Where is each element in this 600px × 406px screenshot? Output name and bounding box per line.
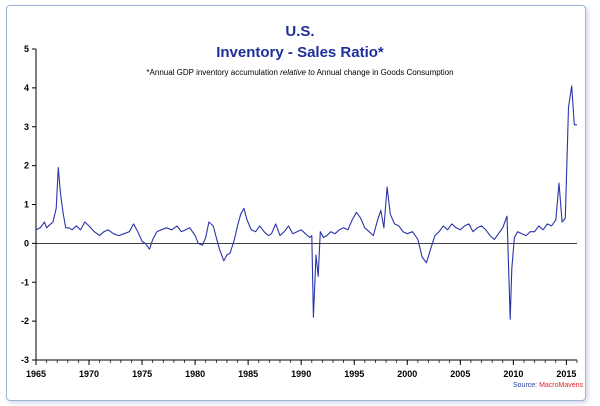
series-line xyxy=(35,85,577,320)
y-tick-label: -3 xyxy=(21,355,29,365)
source-label: Source: xyxy=(513,382,540,389)
x-tick-label: 1980 xyxy=(185,369,205,379)
x-tick-label: 1985 xyxy=(238,369,258,379)
x-tick-label: 2010 xyxy=(503,369,523,379)
y-tick-label: 2 xyxy=(24,161,29,171)
x-tick-label: 2000 xyxy=(397,369,417,379)
subtitle-suffix: Annual change in Goods Consumption xyxy=(314,68,454,77)
chart-frame xyxy=(6,5,586,401)
y-tick-label: 3 xyxy=(24,122,29,132)
y-tick-label: -2 xyxy=(21,316,29,326)
y-tick-label: -1 xyxy=(21,277,29,287)
chart-axes xyxy=(35,49,577,361)
x-axis-ticks: 1965 1970 1975 1980 1985 1990 1995 2000 2005 2010… xyxy=(26,360,578,379)
chart-title-line1: U.S. xyxy=(285,23,315,40)
source-credit: Source: MacroMavens xyxy=(513,382,583,389)
x-tick-label: 2005 xyxy=(450,369,470,379)
x-tick-label: 1975 xyxy=(132,369,152,379)
chart-subtitle: *Annual GDP inventory accumulation relat… xyxy=(0,68,600,77)
subtitle-prefix: *Annual GDP inventory accumulation xyxy=(146,68,281,77)
x-tick-label: 1965 xyxy=(26,369,46,379)
x-tick-label: 1990 xyxy=(291,369,311,379)
y-axis-ticks: 5 4 3 2 1 0 -1 -2 -3 xyxy=(21,44,36,365)
y-tick-label: 0 xyxy=(24,238,29,248)
x-tick-label: 2015 xyxy=(556,369,576,379)
chart-series xyxy=(35,85,577,320)
y-tick-label: 5 xyxy=(24,44,29,54)
subtitle-emphasis: relative to xyxy=(280,68,315,77)
y-tick-label: 1 xyxy=(24,200,29,210)
source-brand: MacroMavens xyxy=(539,382,584,389)
x-tick-label: 1970 xyxy=(79,369,99,379)
y-tick-label: 4 xyxy=(24,83,29,93)
chart-title-line2: Inventory - Sales Ratio* xyxy=(216,44,384,61)
x-tick-label: 1995 xyxy=(344,369,364,379)
